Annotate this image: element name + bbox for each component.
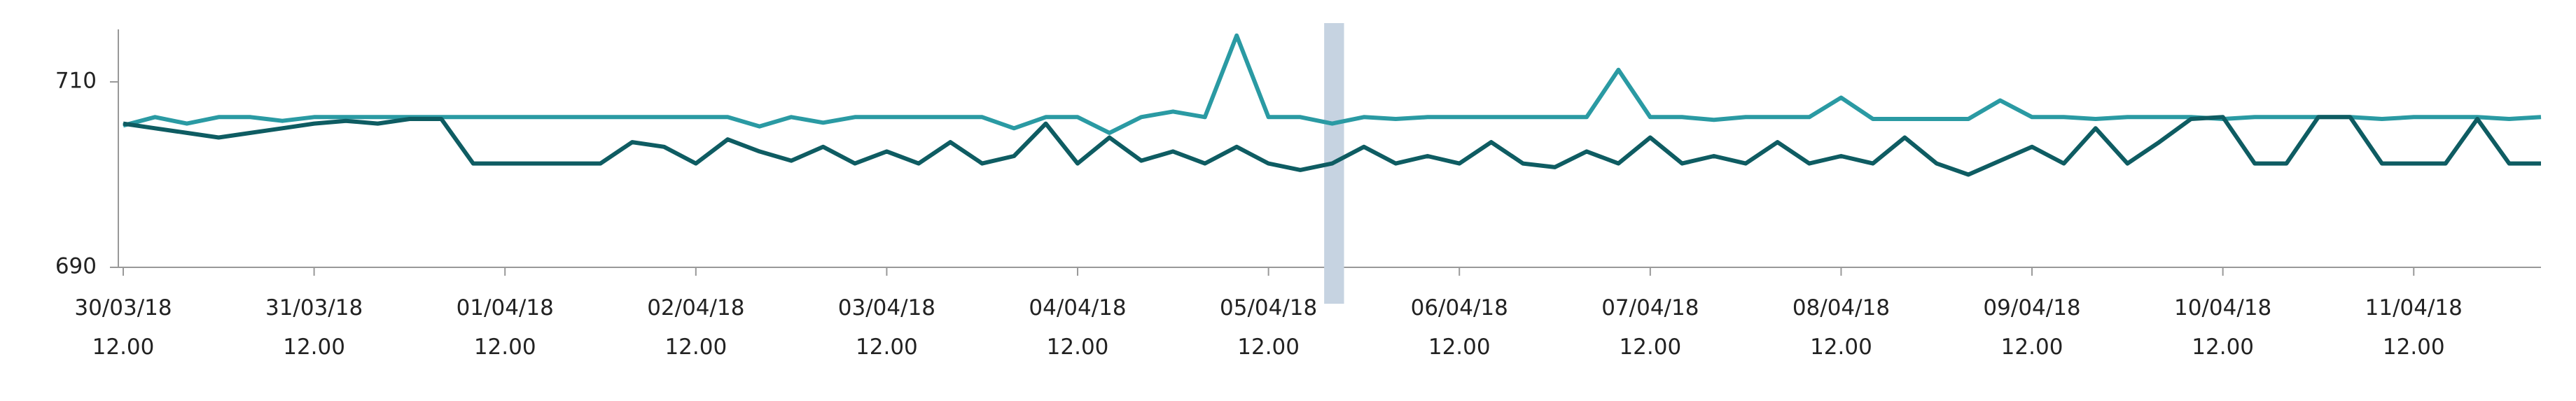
x-tick-label: 09/04/18 12.00	[1983, 295, 2081, 360]
x-tick-label: 07/04/18 12.00	[1601, 295, 1699, 360]
y-tick-label: 710	[55, 69, 97, 94]
x-tick-label: 11/04/18 12.00	[2365, 295, 2463, 360]
y-tick-label: 690	[55, 254, 97, 279]
x-tick-label: 10/04/18 12.00	[2174, 295, 2272, 360]
series-line	[123, 33, 2542, 135]
x-tick-label: 01/04/18 12.00	[456, 295, 554, 360]
series-line	[123, 115, 2541, 177]
x-tick-label: 06/04/18 12.00	[1410, 295, 1508, 360]
x-tick-label: 03/04/18 12.00	[837, 295, 936, 360]
x-tick-label: 05/04/18 12.00	[1220, 295, 1318, 360]
x-tick-label: 08/04/18 12.00	[1792, 295, 1891, 360]
x-tick-label: 30/03/18 12.00	[74, 295, 172, 360]
x-tick-label: 02/04/18 12.00	[647, 295, 745, 360]
x-tick-label: 31/03/18 12.00	[265, 295, 363, 360]
x-tick-label: 04/04/18 12.00	[1029, 295, 1127, 360]
